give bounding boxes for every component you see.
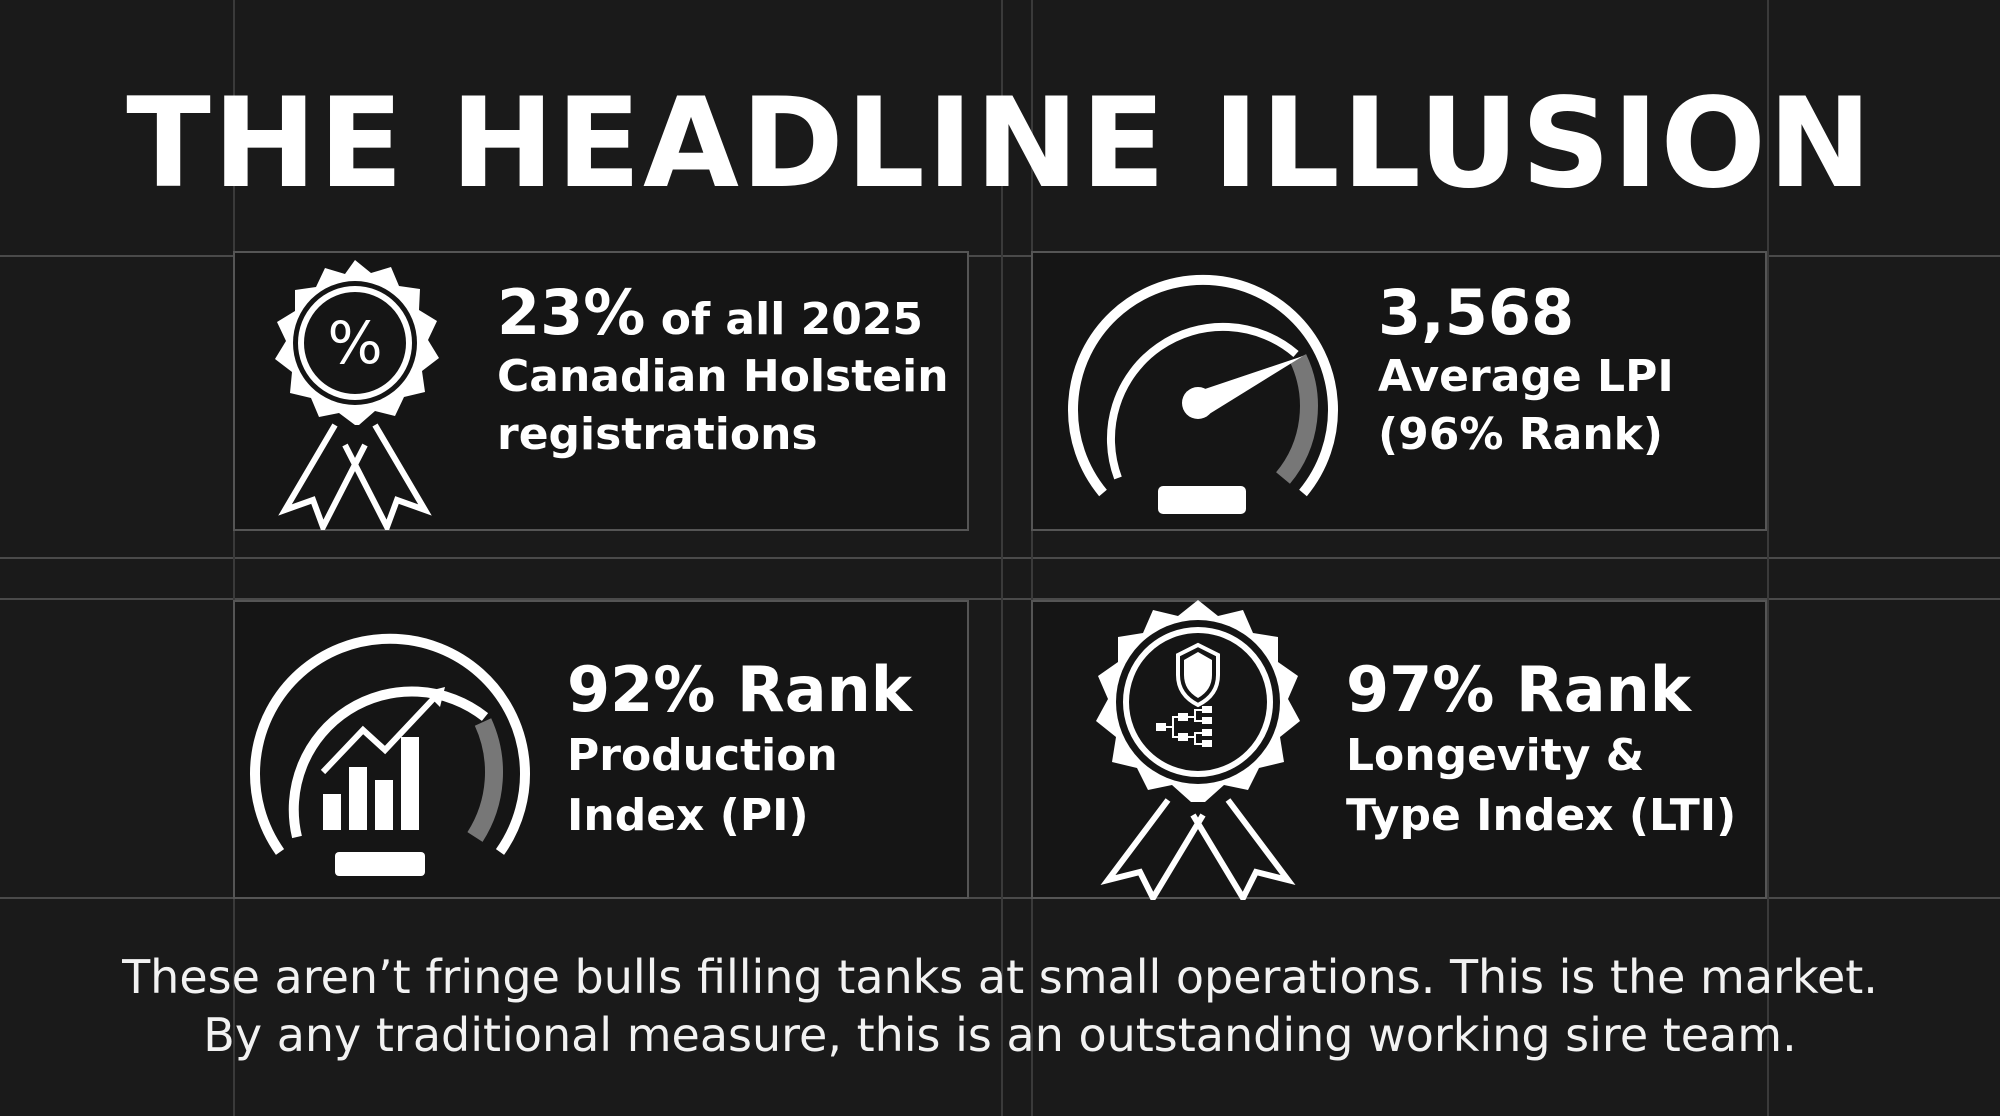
stat-headline: 23% [497, 276, 646, 349]
percent-rosette-icon: % [275, 260, 439, 530]
stat-card-registrations: % 23% of all 2025 Canadian Holstein regi… [233, 251, 969, 531]
growth-chart-gauge-icon [250, 633, 530, 876]
stat-headline: 97% Rank [1346, 653, 1691, 726]
grid-line [1031, 0, 1033, 1116]
grid-line [233, 0, 235, 1116]
grid-line [0, 557, 2000, 559]
stat-card-production: 92% Rank Production Index (PI) [233, 600, 969, 899]
grid-line [0, 598, 2000, 600]
grid-line [1767, 0, 1769, 1116]
grid-line [0, 255, 2000, 257]
stat-label: registrations [497, 409, 818, 460]
stat-label: Type Index (LTI) [1346, 790, 1737, 841]
speedometer-gauge-icon [1068, 274, 1338, 514]
stat-label: Average LPI [1378, 351, 1674, 402]
stat-label: Index (PI) [567, 790, 809, 841]
stat-headline-suffix: of all 2025 [645, 294, 924, 345]
stat-headline: 92% Rank [567, 653, 912, 726]
grid-line [1001, 0, 1003, 1116]
stat-label: Production [567, 730, 838, 781]
footer-line: These aren’t fringe bulls filling tanks … [122, 950, 1878, 1004]
stat-card-lpi: 3,568 Average LPI (96% Rank) [1031, 251, 1767, 531]
footer-caption: These aren’t fringe bulls filling tanks … [0, 948, 2000, 1064]
shield-pedigree-rosette-icon [1096, 600, 1300, 900]
stat-headline: 3,568 [1378, 276, 1575, 349]
stat-label: Longevity & [1346, 730, 1645, 781]
footer-line: By any traditional measure, this is an o… [203, 1008, 1797, 1062]
stat-label: (96% Rank) [1378, 409, 1664, 460]
svg-text:%: % [327, 309, 382, 377]
stat-card-lti: 97% Rank Longevity & Type Index (LTI) [1031, 600, 1767, 900]
grid-line [0, 897, 2000, 899]
stat-label: Canadian Holstein [497, 351, 949, 402]
page-title: THE HEADLINE ILLUSION [126, 72, 1874, 216]
